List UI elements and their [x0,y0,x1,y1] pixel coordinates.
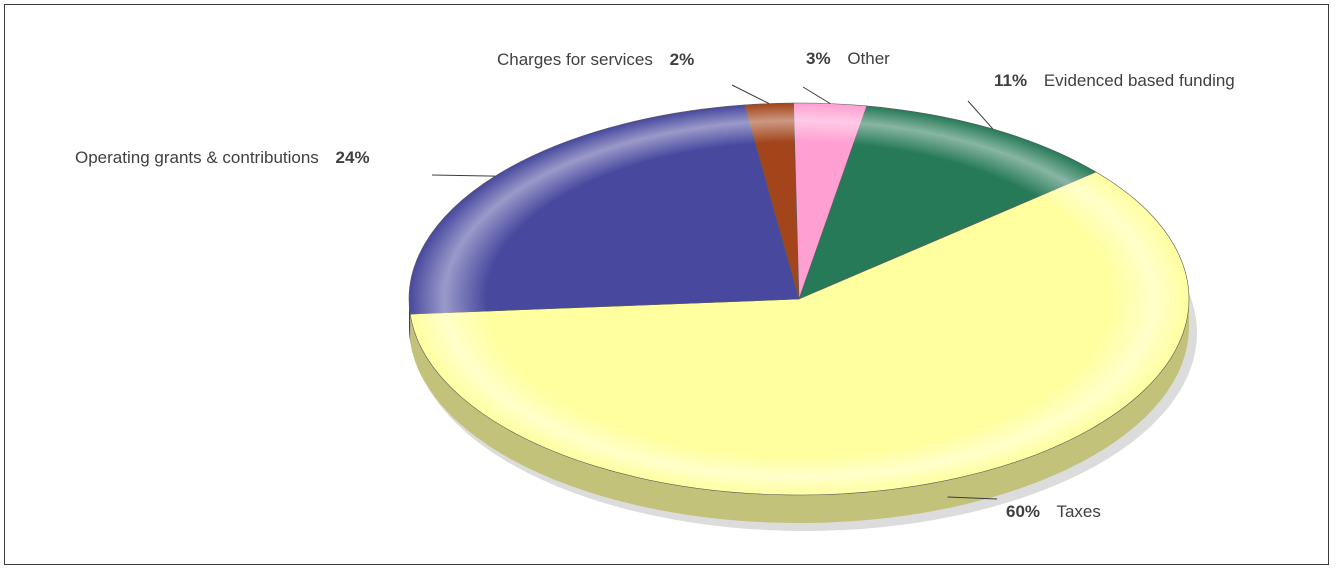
label-other: 3% Other [806,49,890,68]
svg-text:60% Taxes: 60% Taxes [1006,502,1101,521]
label-charges-for-services: Charges for services 2% [497,50,694,69]
percent-other: 3% [806,49,831,68]
name-charges-for-services: Charges for services [497,50,653,69]
leader-evidenced-based-funding [967,100,994,130]
percent-taxes: 60% [1006,502,1040,521]
label-operating-grants: Operating grants & contributions 24% [75,148,370,167]
leader-charges-for-services [731,84,770,105]
leader-taxes [947,496,998,500]
percent-evidenced-based-funding: 11% [994,71,1027,90]
leader-other [802,86,831,105]
svg-text:Operating grants & contributio: Operating grants & contributions 24% [75,148,370,167]
chart-frame: 11% Evidenced based funding 60% Taxes Op… [4,4,1329,565]
name-other: Other [847,49,890,68]
leader-operating-grants-contributions [431,174,496,177]
percent-operating-grants: 24% [336,148,370,167]
pie-chart: 11% Evidenced based funding 60% Taxes Op… [75,49,1235,531]
pie-gloss [409,103,1189,495]
svg-text:Charges for services 2: Charges for services 2% [497,50,694,69]
percent-charges-for-services: 2% [670,50,695,69]
label-taxes: 60% Taxes [1006,502,1101,521]
name-taxes: Taxes [1056,502,1100,521]
label-evidenced-based-funding: 11% Evidenced based funding [994,71,1235,90]
svg-text:3% Other: 3% Other [806,49,890,68]
name-evidenced-based-funding: Evidenced based funding [1044,71,1235,90]
leader-lines [431,84,998,500]
svg-text:11% Evidenced based fu: 11% Evidenced based funding [994,71,1235,90]
name-operating-grants: Operating grants & contributions [75,148,319,167]
